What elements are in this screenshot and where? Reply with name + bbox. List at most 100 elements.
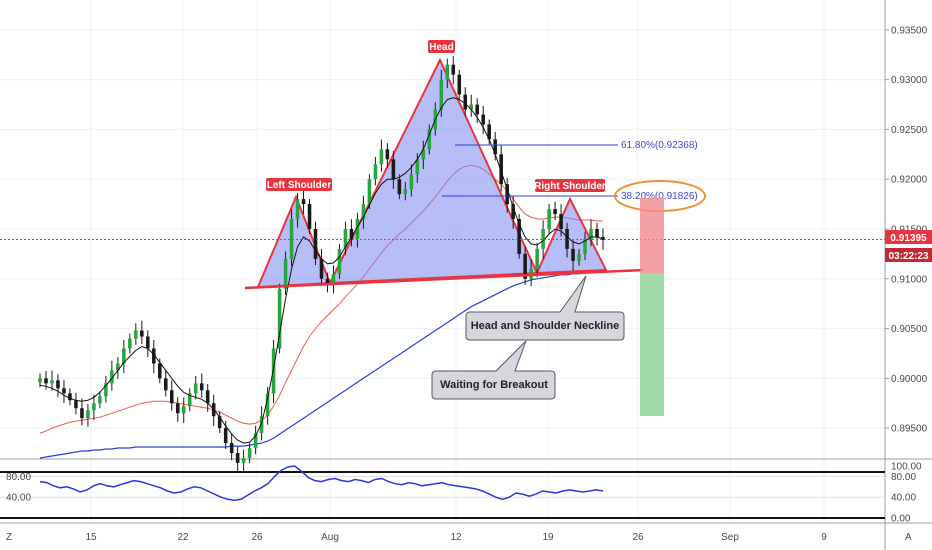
candle bbox=[397, 179, 402, 195]
candle bbox=[152, 348, 156, 364]
time-axis[interactable]: 15 22 26 Aug 12 19 26 Sep 9 bbox=[85, 532, 827, 543]
candle bbox=[199, 383, 204, 391]
time-tick-label: 12 bbox=[450, 532, 462, 543]
candle bbox=[44, 378, 48, 384]
candle bbox=[146, 336, 150, 349]
candle bbox=[577, 253, 581, 261]
neckline-callout[interactable]: Head and Shoulder Neckline bbox=[465, 275, 625, 341]
head-shoulders-pattern[interactable] bbox=[256, 57, 608, 289]
candle bbox=[349, 229, 354, 239]
candle bbox=[409, 174, 414, 190]
candle bbox=[379, 149, 384, 165]
candle bbox=[505, 184, 509, 205]
candle bbox=[134, 330, 138, 339]
candle bbox=[62, 388, 66, 394]
candle bbox=[169, 390, 174, 404]
head-triangle[interactable] bbox=[328, 57, 539, 285]
candle bbox=[415, 159, 420, 175]
fib-382-label: 38.20%(0.91826) bbox=[621, 191, 698, 202]
candle bbox=[140, 330, 144, 337]
candle bbox=[451, 64, 456, 75]
svg-text:Head: Head bbox=[429, 42, 453, 53]
rsi-tick-label: 0.00 bbox=[891, 514, 911, 525]
reward-zone[interactable] bbox=[640, 273, 664, 416]
candles bbox=[38, 56, 605, 473]
candle bbox=[535, 248, 539, 269]
right-shoulder-label[interactable]: Right Shoulder bbox=[534, 179, 606, 192]
price-tick-label: 0.93000 bbox=[891, 75, 928, 86]
candle bbox=[595, 229, 599, 237]
rsi-pane[interactable] bbox=[0, 460, 885, 522]
rsi-tick-label: 100.00 bbox=[891, 462, 922, 473]
candle bbox=[92, 403, 96, 411]
rsi-tick-label: 80.00 bbox=[891, 472, 916, 483]
candle bbox=[223, 428, 228, 444]
candle bbox=[110, 370, 114, 384]
candle bbox=[104, 383, 108, 397]
candle bbox=[385, 149, 390, 160]
breakout-callout[interactable]: Waiting for Breakout bbox=[431, 340, 556, 400]
candle bbox=[307, 204, 312, 229]
candle bbox=[187, 393, 192, 407]
head-label[interactable]: Head bbox=[428, 40, 455, 53]
current-price-tag: 0.91395 bbox=[885, 230, 932, 244]
candle bbox=[589, 229, 593, 239]
candle bbox=[259, 416, 264, 434]
price-tick-label: 0.92000 bbox=[891, 175, 928, 186]
candle bbox=[547, 209, 551, 229]
candle bbox=[367, 179, 372, 205]
time-tick-label: Sep bbox=[721, 532, 739, 543]
candle bbox=[163, 378, 168, 391]
fib-618-label: 61.80%(0.92368) bbox=[621, 140, 698, 151]
candle bbox=[391, 159, 396, 180]
auto-scale-button[interactable]: A bbox=[905, 532, 912, 543]
candle bbox=[205, 390, 210, 404]
candle bbox=[571, 248, 575, 261]
candle bbox=[283, 258, 288, 289]
price-tick-label: 0.91000 bbox=[891, 274, 928, 285]
candle bbox=[289, 219, 294, 259]
neckline[interactable] bbox=[244, 268, 644, 290]
candle bbox=[373, 164, 378, 180]
countdown-tag: 03:22:23 bbox=[885, 248, 932, 262]
time-tick-label: Aug bbox=[321, 532, 339, 543]
candle bbox=[325, 278, 330, 284]
time-tick-label: 26 bbox=[251, 532, 263, 543]
candle bbox=[158, 363, 162, 379]
rsi-level-label: 40.00 bbox=[6, 493, 31, 504]
candle bbox=[529, 268, 533, 279]
candle bbox=[439, 79, 444, 110]
price-tick-label: 0.90000 bbox=[891, 374, 928, 385]
candle bbox=[403, 189, 408, 195]
rsi-line bbox=[39, 465, 604, 502]
price-tick-label: 0.92500 bbox=[891, 125, 928, 136]
candle bbox=[80, 408, 84, 419]
time-tick-label: 9 bbox=[821, 532, 827, 543]
candle bbox=[583, 238, 587, 254]
svg-text:Left Shoulder: Left Shoulder bbox=[267, 180, 332, 191]
candle bbox=[86, 410, 90, 419]
svg-text:Head and Shoulder Neckline: Head and Shoulder Neckline bbox=[471, 320, 620, 332]
price-tick-label: 0.93500 bbox=[891, 25, 928, 36]
svg-text:03:22:23: 03:22:23 bbox=[888, 251, 928, 262]
candle bbox=[181, 406, 186, 414]
timezone-corner-label[interactable]: Z bbox=[6, 532, 12, 543]
candle bbox=[50, 380, 54, 384]
candle bbox=[421, 149, 426, 160]
candle bbox=[319, 258, 324, 279]
candle bbox=[523, 253, 527, 279]
rsi-tick-label: 40.00 bbox=[891, 493, 916, 504]
left-shoulder-label[interactable]: Left Shoulder bbox=[266, 178, 332, 191]
candle bbox=[38, 378, 42, 383]
candle bbox=[68, 393, 72, 401]
candle bbox=[175, 403, 180, 414]
candle bbox=[499, 154, 503, 185]
risk-zone[interactable] bbox=[640, 198, 664, 273]
right-shoulder-triangle[interactable] bbox=[535, 196, 608, 275]
candle bbox=[601, 236, 605, 240]
time-tick-label: 26 bbox=[632, 532, 644, 543]
candle bbox=[122, 348, 126, 364]
candle bbox=[217, 416, 222, 429]
